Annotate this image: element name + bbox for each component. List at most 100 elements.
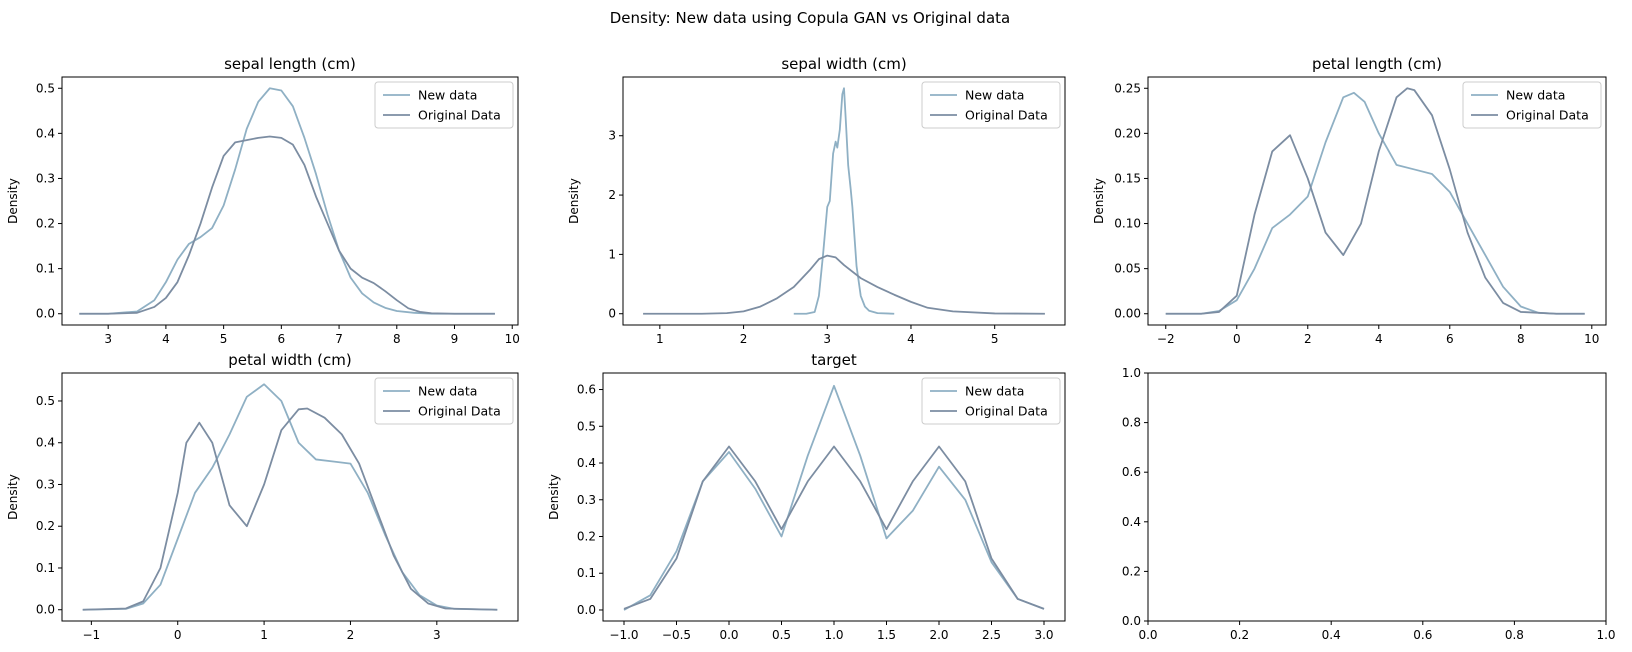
empty-ytick-label: 0.0 <box>1122 614 1141 628</box>
sepal-length-series-new-data-line <box>79 87 495 315</box>
sepal-length-xtick-label: 10 <box>505 332 520 346</box>
sepal-length-xtick-label: 6 <box>278 332 286 346</box>
sepal-width-series-new-data-line <box>793 87 895 315</box>
target-legend-label: Original Data <box>965 404 1048 419</box>
sepal-length-xtick-label: 4 <box>162 332 170 346</box>
target-series-original-data-line <box>623 445 1045 610</box>
sepal-length-xtick-label: 3 <box>104 332 112 346</box>
empty-ytick-label: 0.4 <box>1122 515 1141 529</box>
sepal-width-ytick-label: 0 <box>608 307 616 321</box>
petal-length-legend-label: Original Data <box>1506 108 1589 123</box>
target-xtick-label: 1.0 <box>824 628 843 642</box>
figure-suptitle: Density: New data using Copula GAN vs Or… <box>610 9 1010 27</box>
sepal-length-legend-label: New data <box>418 88 477 103</box>
petal-length-xtick-label: 4 <box>1375 332 1383 346</box>
sepal-length-xtick-label: 7 <box>335 332 343 346</box>
petal-width-xtick-label: 2 <box>347 628 355 642</box>
empty-xtick-label: 0.8 <box>1505 628 1524 642</box>
petal-length-xtick-label: 0 <box>1233 332 1241 346</box>
sepal-length-title: sepal length (cm) <box>224 55 356 73</box>
petal-width-xtick-label: 3 <box>433 628 441 642</box>
petal-length-xtick-label: 8 <box>1517 332 1525 346</box>
sepal-width-legend-label: New data <box>965 88 1024 103</box>
target-xtick-label: 0.0 <box>719 628 738 642</box>
petal-length-xtick-label: 10 <box>1584 332 1599 346</box>
sepal-length-axes-frame <box>61 76 519 326</box>
petal-width-ytick-label: 0.1 <box>36 561 55 575</box>
sepal-width-title: sepal width (cm) <box>781 55 906 73</box>
sepal-width-xtick-label: 5 <box>991 332 999 346</box>
petal-length-ytick-label: 0.20 <box>1114 126 1141 140</box>
petal-width-ytick-label: 0.4 <box>36 436 55 450</box>
target-ytick-label: 0.5 <box>577 419 596 433</box>
petal-width-xtick-label: −1 <box>83 628 101 642</box>
target-ytick-label: 0.2 <box>577 529 596 543</box>
petal-length-axes-frame <box>1147 76 1607 326</box>
sepal-length-series-original-data-line <box>79 135 495 315</box>
petal-width-ytick-label: 0.3 <box>36 477 55 491</box>
petal-width-legend: New data Original Data <box>374 377 514 425</box>
empty-xtick-label: 0.2 <box>1230 628 1249 642</box>
empty-xtick-label: 1.0 <box>1596 628 1615 642</box>
target-xtick-label: 0.5 <box>772 628 791 642</box>
target-legend: New data Original Data <box>921 377 1061 425</box>
petal-width-title: petal width (cm) <box>228 351 351 369</box>
sepal-width-xtick-label: 3 <box>823 332 831 346</box>
sepal-width-legend-label: Original Data <box>965 108 1048 123</box>
target-xtick-label: 2.0 <box>929 628 948 642</box>
petal-length-ylabel: Density <box>1092 178 1106 224</box>
target-legend-box <box>921 377 1061 425</box>
sepal-width-ytick-label: 2 <box>608 188 616 202</box>
subplot-target: −1.0 −0.5 0.0 0.5 1.0 1.5 2.0 2.5 3.0 0.0 0.1 0.2 0.… <box>547 351 1066 642</box>
sepal-length-xtick-label: 5 <box>220 332 228 346</box>
subplot-petal-length: −2 0 2 4 6 8 10 0.00 0.05 0.10 0.15 0.20 0.25 petal l… <box>1092 55 1607 346</box>
petal-width-ytick-label: 0.0 <box>36 603 55 617</box>
sepal-length-legend: New data Original Data <box>374 81 514 129</box>
subplot-empty: 0.0 0.2 0.4 0.6 0.8 1.0 0.0 0.2 0.4 0.6 0.8 1.0 <box>1122 366 1616 642</box>
sepal-length-xtick-label: 8 <box>393 332 401 346</box>
sepal-width-ytick-label: 1 <box>608 247 616 261</box>
petal-length-legend: New data Original Data <box>1462 81 1602 129</box>
sepal-length-ytick-label: 0.2 <box>36 217 55 231</box>
target-xtick-label: 1.5 <box>877 628 896 642</box>
petal-length-ytick-label: 0.25 <box>1114 81 1141 95</box>
subplot-sepal-length: 3 4 5 6 7 8 9 10 0.0 0.1 0.2 0.3 0.4 0.5 sepal length … <box>6 55 520 346</box>
petal-width-series-original-data-line <box>82 407 498 611</box>
sepal-width-legend-box <box>921 81 1061 129</box>
empty-xtick-label: 0.0 <box>1138 628 1157 642</box>
petal-length-legend-box <box>1462 81 1602 129</box>
target-ytick-label: 0.6 <box>577 383 596 397</box>
sepal-length-legend-box <box>374 81 514 129</box>
target-xtick-label: −0.5 <box>662 628 691 642</box>
petal-width-xtick-label: 0 <box>174 628 182 642</box>
petal-width-ytick-label: 0.2 <box>36 519 55 533</box>
sepal-width-xtick-label: 4 <box>907 332 915 346</box>
target-ytick-label: 0.3 <box>577 493 596 507</box>
petal-length-ytick-label: 0.10 <box>1114 217 1141 231</box>
empty-ytick-label: 0.6 <box>1122 465 1141 479</box>
sepal-length-ytick-label: 0.1 <box>36 262 55 276</box>
subplot-petal-width: −1 0 1 2 3 0.0 0.1 0.2 0.3 0.4 0.5 petal width (cm)… <box>6 351 519 642</box>
petal-width-ytick-label: 0.5 <box>36 394 55 408</box>
petal-width-legend-label: Original Data <box>418 404 501 419</box>
target-title: target <box>811 351 857 369</box>
petal-width-legend-box <box>374 377 514 425</box>
petal-length-series-new-data-line <box>1165 91 1585 315</box>
target-ytick-label: 0.1 <box>577 566 596 580</box>
petal-width-axes-frame <box>61 372 519 622</box>
sepal-length-ylabel: Density <box>6 178 20 224</box>
target-xtick-label: 3.0 <box>1034 628 1053 642</box>
petal-length-legend-label: New data <box>1506 88 1565 103</box>
sepal-width-xtick-label: 1 <box>656 332 664 346</box>
target-legend-label: New data <box>965 384 1024 399</box>
empty-ytick-label: 0.8 <box>1122 416 1141 430</box>
petal-length-ytick-label: 0.15 <box>1114 171 1141 185</box>
empty-xtick-label: 0.6 <box>1413 628 1432 642</box>
empty-axes-frame <box>1147 372 1607 622</box>
sepal-width-series-original-data-line <box>643 254 1045 315</box>
sepal-length-xtick-label: 9 <box>451 332 459 346</box>
empty-ytick-label: 0.2 <box>1122 564 1141 578</box>
petal-width-ylabel: Density <box>6 474 20 520</box>
sepal-width-axes-frame <box>622 76 1066 326</box>
target-xtick-label: −1.0 <box>609 628 638 642</box>
